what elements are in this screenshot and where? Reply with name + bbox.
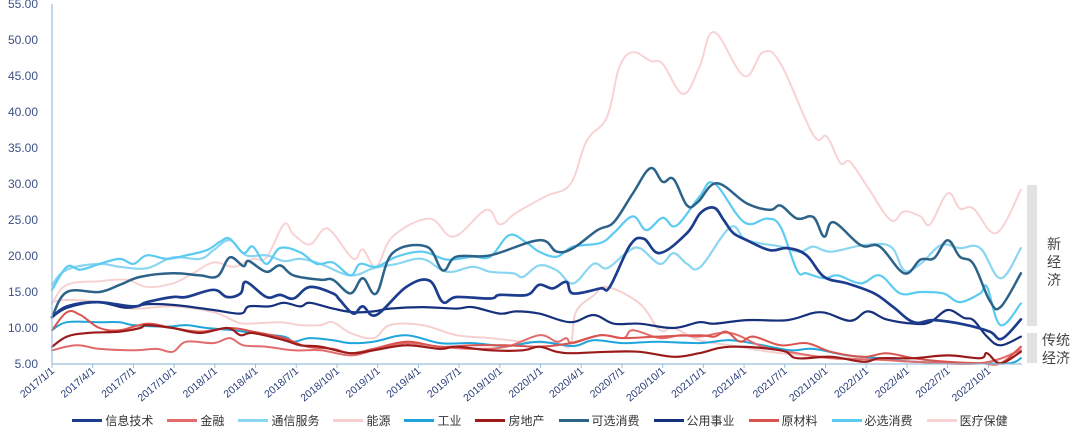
legend-item: 原材料: [748, 412, 818, 429]
legend-swatch: [404, 419, 435, 422]
y-tick-label: 20.00: [8, 249, 38, 263]
legend-label: 公用事业: [686, 414, 735, 428]
x-tick-label: 2019/1/1: [344, 365, 383, 401]
traditional-economy-bracket: [1027, 333, 1037, 363]
chart-legend: 信息技术 金融 通信服务 能源 工业 房地产 可选消费 公用事业 原材料 必选消费 医疗保健: [0, 412, 1080, 429]
new-economy-label-char: 济: [1047, 272, 1061, 288]
legend-swatch: [558, 419, 589, 422]
legend-swatch: [748, 419, 779, 422]
legend-label: 原材料: [781, 414, 818, 428]
y-tick-label: 25.00: [8, 213, 38, 227]
legend-swatch: [475, 419, 506, 422]
traditional-economy-label-line2: 经济: [1042, 350, 1070, 366]
legend-swatch: [72, 419, 103, 422]
series-line-工业: [51, 320, 1022, 365]
legend-item: 金融: [167, 412, 224, 429]
x-tick-label: 2019/7/1: [425, 365, 464, 401]
legend-label: 房地产: [508, 414, 545, 428]
y-tick-label: 10.00: [8, 321, 38, 335]
new-economy-label: 新经济: [1047, 235, 1063, 289]
legend-label: 医疗保健: [959, 414, 1008, 428]
legend-item: 必选消费: [831, 412, 913, 429]
x-tick-label: 2020/7/1: [588, 365, 627, 401]
y-tick-label: 15.00: [8, 285, 38, 299]
series-line-原材料: [51, 310, 1022, 366]
series-line-医疗保健: [51, 31, 1022, 305]
new-economy-label-char: 新: [1047, 236, 1061, 252]
legend-label: 工业: [437, 414, 462, 428]
series-line-可选消费: [50, 166, 1023, 319]
x-tick-label: 2020/1/1: [506, 365, 545, 401]
y-tick-label: 5.00: [15, 357, 39, 371]
series-lines: [50, 31, 1023, 366]
x-tick-label: 2018/10/1: [298, 365, 342, 404]
legend-swatch: [926, 419, 957, 422]
legend-item: 房地产: [475, 412, 545, 429]
x-tick-label: 2022/4/1: [873, 365, 912, 401]
legend-label: 可选消费: [591, 414, 640, 428]
x-tick-label: 2022/1/1: [832, 365, 871, 401]
new-economy-bracket: [1027, 185, 1037, 326]
legend-label: 金融: [200, 414, 225, 428]
x-tick-label: 2018/1/1: [181, 365, 220, 401]
x-tick-label: 2020/4/1: [547, 365, 586, 401]
traditional-economy-label-line1: 传统: [1042, 332, 1070, 348]
legend-item: 通信服务: [238, 412, 319, 429]
series-line-房地产: [50, 324, 1022, 365]
legend-item: 能源: [333, 412, 390, 429]
x-tick-label: 2021/10/1: [787, 365, 831, 404]
x-tick-label: 2021/1/1: [669, 365, 708, 401]
legend-item: 信息技术: [72, 412, 153, 429]
x-tick-label: 2017/10/1: [136, 365, 180, 404]
x-tick-label: 2018/7/1: [262, 365, 301, 401]
y-tick-label: 35.00: [8, 141, 38, 155]
legend-swatch: [167, 419, 198, 422]
series-line-能源: [51, 285, 1022, 365]
y-tick-label: 50.00: [8, 33, 38, 47]
y-axis-ticks: 5.00 10.00 15.00 20.00 25.00 30.00 35.00 40.00 4…: [8, 0, 38, 371]
legend-swatch: [653, 419, 684, 422]
x-tick-label: 2017/4/1: [59, 365, 98, 401]
x-tick-label: 2019/10/1: [461, 365, 505, 404]
legend-swatch: [238, 419, 269, 422]
legend-item: 公用事业: [653, 412, 735, 429]
y-tick-label: 55.00: [8, 0, 38, 11]
legend-label: 信息技术: [105, 414, 154, 428]
y-tick-label: 40.00: [8, 105, 38, 119]
x-tick-label: 2021/4/1: [710, 365, 749, 401]
x-tick-label: 2022/7/1: [914, 365, 953, 401]
series-line-信息技术: [50, 206, 1023, 341]
y-tick-label: 45.00: [8, 69, 38, 83]
x-tick-label: 2018/4/1: [221, 365, 260, 401]
series-line-必选消费: [50, 181, 1022, 327]
new-economy-label-char: 经: [1047, 254, 1061, 270]
legend-item: 工业: [404, 412, 461, 429]
x-tick-label: 2022/10/1: [950, 365, 994, 404]
series-line-金融: [51, 329, 1022, 366]
legend-item: 可选消费: [558, 412, 640, 429]
y-tick-label: 30.00: [8, 177, 38, 191]
legend-swatch: [831, 419, 862, 422]
x-tick-label: 2020/10/1: [624, 365, 668, 404]
legend-label: 能源: [366, 414, 391, 428]
legend-label: 通信服务: [271, 414, 320, 428]
legend-swatch: [333, 419, 364, 422]
x-tick-label: 2017/7/1: [99, 365, 138, 401]
x-tick-label: 2021/7/1: [751, 365, 790, 401]
x-tick-label: 2019/4/1: [384, 365, 423, 401]
traditional-economy-label: 传统 经济: [1042, 331, 1070, 367]
series-line-公用事业: [50, 301, 1022, 347]
legend-label: 必选消费: [864, 414, 913, 428]
legend-item: 医疗保健: [926, 412, 1008, 429]
